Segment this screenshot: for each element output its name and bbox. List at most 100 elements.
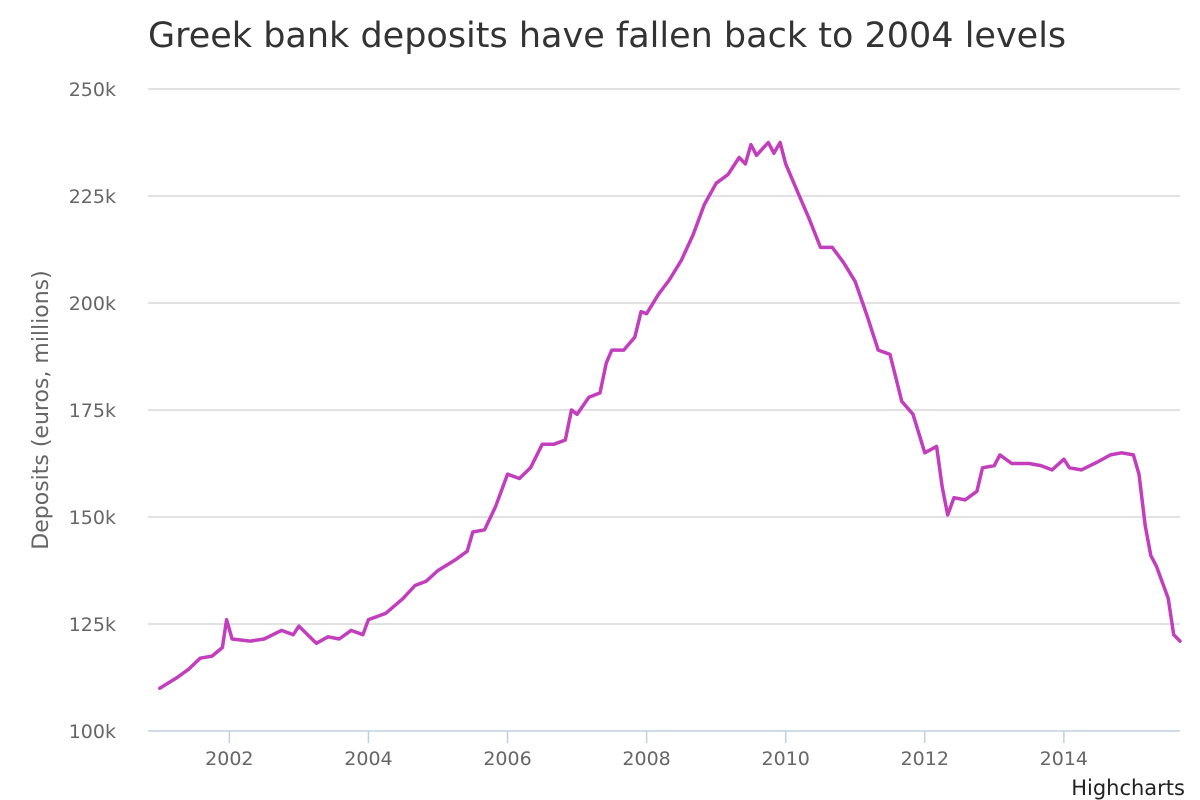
credits-link[interactable]: Highcharts (1071, 776, 1185, 800)
data-point[interactable] (559, 434, 571, 446)
data-point[interactable] (1075, 464, 1087, 476)
data-point[interactable] (221, 614, 233, 626)
data-point[interactable] (1127, 449, 1139, 461)
data-point[interactable] (1162, 592, 1174, 604)
data-point[interactable] (919, 447, 931, 459)
data-point[interactable] (861, 310, 873, 322)
data-point[interactable] (826, 241, 838, 253)
data-point[interactable] (1105, 449, 1117, 461)
data-point[interactable] (994, 449, 1006, 461)
data-point[interactable] (449, 554, 461, 566)
data-point[interactable] (942, 509, 954, 521)
data-point[interactable] (461, 545, 473, 557)
data-point[interactable] (652, 288, 664, 300)
data-point[interactable] (1063, 462, 1075, 474)
data-point[interactable] (322, 631, 334, 643)
data-point[interactable] (171, 672, 183, 684)
data-point[interactable] (618, 344, 630, 356)
data-point[interactable] (548, 438, 560, 450)
data-point[interactable] (815, 241, 827, 253)
data-point[interactable] (1174, 635, 1186, 647)
data-point[interactable] (206, 650, 218, 662)
data-point[interactable] (907, 408, 919, 420)
data-point[interactable] (762, 137, 774, 149)
data-point[interactable] (971, 485, 983, 497)
data-point[interactable] (1093, 455, 1105, 467)
data-point[interactable] (629, 331, 641, 343)
x-tick-label-2010: 2010 (762, 748, 810, 770)
data-point[interactable] (606, 344, 618, 356)
data-point[interactable] (977, 462, 989, 474)
y-tick-label-100k: 100k (69, 721, 116, 743)
data-point[interactable] (432, 565, 444, 577)
data-point[interactable] (600, 357, 612, 369)
y-tick-label-175k: 175k (69, 400, 116, 422)
data-point[interactable] (1035, 460, 1047, 472)
data-point[interactable] (745, 139, 757, 151)
data-point[interactable] (641, 308, 653, 320)
data-point[interactable] (362, 614, 374, 626)
data-point[interactable] (803, 211, 815, 223)
data-point[interactable] (849, 276, 861, 288)
data-point[interactable] (988, 460, 1000, 472)
data-point[interactable] (1116, 447, 1128, 459)
data-point[interactable] (768, 147, 780, 159)
data-point[interactable] (594, 387, 606, 399)
data-point[interactable] (490, 500, 502, 512)
data-point[interactable] (357, 629, 369, 641)
data-point[interactable] (1145, 550, 1157, 562)
data-point[interactable] (884, 348, 896, 360)
x-tick-label-2002: 2002 (205, 748, 253, 770)
data-point[interactable] (948, 492, 960, 504)
data-point[interactable] (664, 274, 676, 286)
data-point[interactable] (276, 624, 288, 636)
data-point[interactable] (792, 186, 804, 198)
data-point[interactable] (154, 682, 166, 694)
x-tick-label-2006: 2006 (483, 748, 531, 770)
y-tick-label-225k: 225k (69, 186, 116, 208)
data-point[interactable] (293, 620, 305, 632)
data-point[interactable] (333, 633, 345, 645)
data-point[interactable] (1023, 458, 1035, 470)
data-point[interactable] (1006, 458, 1018, 470)
data-point[interactable] (837, 256, 849, 268)
data-point[interactable] (183, 663, 195, 675)
data-point[interactable] (959, 494, 971, 506)
data-point[interactable] (525, 462, 537, 474)
data-point[interactable] (194, 652, 206, 664)
data-point[interactable] (687, 229, 699, 241)
data-point[interactable] (244, 635, 256, 647)
data-point[interactable] (380, 607, 392, 619)
data-point[interactable] (896, 395, 908, 407)
data-point[interactable] (1046, 464, 1058, 476)
data-point[interactable] (479, 524, 491, 536)
data-point[interactable] (780, 158, 792, 170)
data-point[interactable] (710, 177, 722, 189)
data-point[interactable] (226, 633, 238, 645)
data-point[interactable] (467, 526, 479, 538)
data-point[interactable] (872, 344, 884, 356)
data-point[interactable] (1139, 520, 1151, 532)
data-point[interactable] (502, 468, 514, 480)
data-point[interactable] (583, 391, 595, 403)
data-point[interactable] (216, 642, 228, 654)
data-point[interactable] (258, 633, 270, 645)
data-point[interactable] (774, 137, 786, 149)
data-point[interactable] (310, 637, 322, 649)
data-point[interactable] (345, 624, 357, 636)
data-point[interactable] (1133, 468, 1145, 480)
data-point[interactable] (513, 473, 525, 485)
data-point[interactable] (931, 440, 943, 452)
data-point[interactable] (420, 575, 432, 587)
data-point[interactable] (936, 481, 948, 493)
data-point[interactable] (722, 169, 734, 181)
data-point[interactable] (1150, 560, 1162, 572)
data-point[interactable] (751, 149, 763, 161)
data-point[interactable] (571, 408, 583, 420)
data-point[interactable] (698, 199, 710, 211)
data-point[interactable] (409, 580, 421, 592)
data-point[interactable] (397, 592, 409, 604)
data-point[interactable] (675, 254, 687, 266)
data-point[interactable] (536, 438, 548, 450)
data-point[interactable] (739, 158, 751, 170)
